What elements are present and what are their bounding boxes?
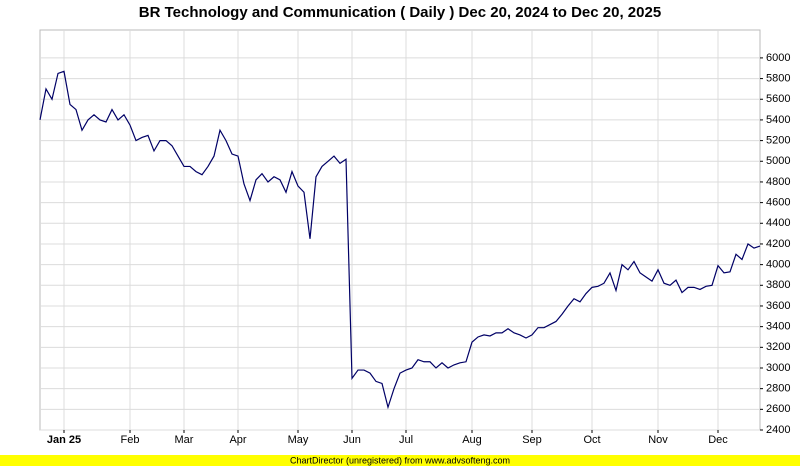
y-tick-label: 5600 [766, 93, 790, 105]
y-tick-label: 3400 [766, 321, 790, 333]
x-tick-label: Oct [583, 434, 600, 446]
chart-title: BR Technology and Communication ( Daily … [139, 4, 661, 21]
x-tick-label: Aug [462, 434, 482, 446]
x-tick-label: Apr [229, 434, 246, 446]
x-tick-label: Jun [343, 434, 361, 446]
y-tick-label: 4000 [766, 259, 790, 271]
x-tick-label: Mar [175, 434, 194, 446]
x-tick-label: Feb [121, 434, 140, 446]
x-tick-label: Dec [708, 434, 728, 446]
y-tick-label: 5800 [766, 72, 790, 84]
y-tick-label: 4400 [766, 217, 790, 229]
y-tick-label: 4600 [766, 197, 790, 209]
plot-area [39, 29, 761, 431]
price-line [39, 70, 761, 410]
y-tick-label: 3600 [766, 300, 790, 312]
y-tick-label: 2800 [766, 383, 790, 395]
y-tick-label: 3200 [766, 341, 790, 353]
x-tick-label: May [288, 434, 309, 446]
footer-bar [0, 455, 800, 466]
y-tick-label: 4800 [766, 176, 790, 188]
y-tick-label: 5000 [766, 155, 790, 167]
y-tick-label: 2600 [766, 403, 790, 415]
x-tick-label: Nov [648, 434, 668, 446]
y-tick-label: 2400 [766, 424, 790, 436]
y-tick-label: 4200 [766, 238, 790, 250]
x-tick-label: Jan 25 [47, 434, 81, 446]
footer: ChartDirector (unregistered) from www.ad… [290, 455, 510, 465]
y-tick-label: 5400 [766, 114, 790, 126]
y-tick-label: 6000 [766, 52, 790, 64]
y-tick-label: 5200 [766, 135, 790, 147]
x-tick-label: Sep [522, 434, 542, 446]
y-tick-label: 3800 [766, 279, 790, 291]
x-tick-label: Jul [399, 434, 413, 446]
y-tick-label: 3000 [766, 362, 790, 374]
